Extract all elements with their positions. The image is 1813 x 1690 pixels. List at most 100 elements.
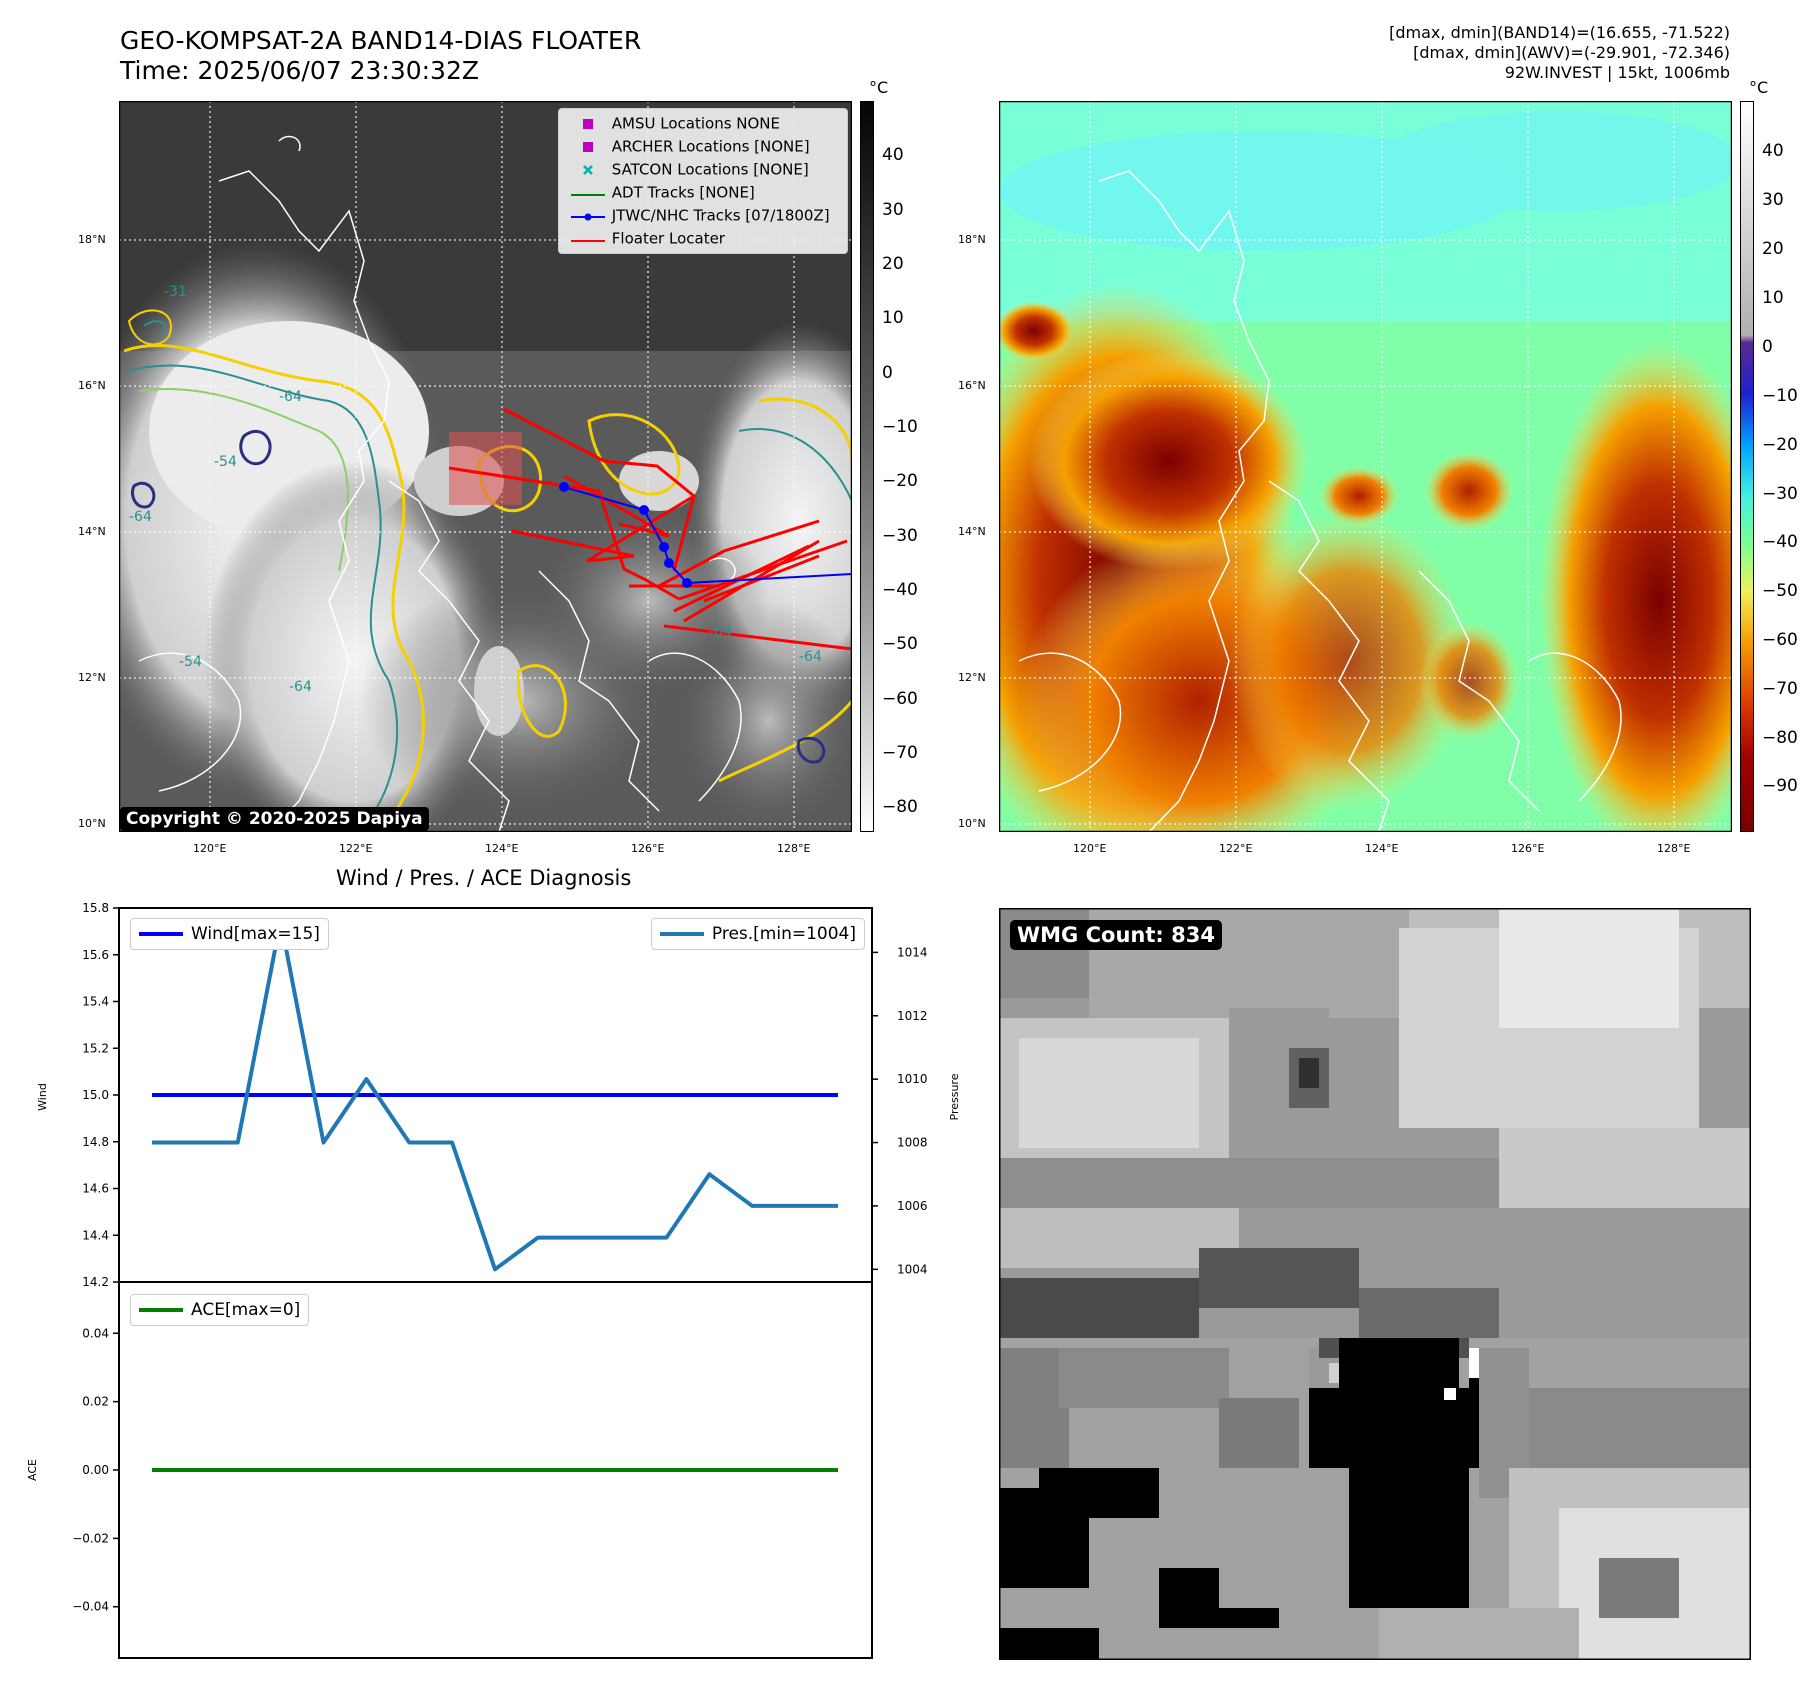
- copyright-badge: Copyright © 2020-2025 Dapiya: [120, 807, 429, 831]
- ir-colorbar-tick: 40: [882, 145, 904, 165]
- line-marker-icon: [569, 182, 607, 204]
- awv-colorbar: [1740, 101, 1754, 832]
- ace-axis-tick-label: 0.02: [82, 1395, 109, 1409]
- lat-label: 18°N: [958, 233, 986, 246]
- awv-colorbar-tick: −90: [1762, 776, 1798, 796]
- lon-label: 122°E: [1219, 842, 1253, 855]
- pressure-axis-label: Pressure: [948, 1073, 960, 1120]
- pressure-axis-tick-label: 1014: [897, 945, 928, 959]
- ir-colorbar-tick: −60: [882, 689, 918, 709]
- ir-colorbar-unit: °C: [869, 78, 889, 97]
- lon-label: 126°E: [631, 842, 665, 855]
- ace-axis-tick-label: 0.04: [82, 1326, 109, 1340]
- contour-label: -31: [164, 284, 187, 300]
- pressure-axis-tick-label: 1004: [897, 1262, 928, 1276]
- contour-label: -54: [179, 654, 202, 670]
- lon-label: 128°E: [1657, 842, 1691, 855]
- storm-info: 92W.INVEST | 15kt, 1006mb: [1504, 63, 1730, 82]
- awv-colorbar-tick: −80: [1762, 728, 1798, 748]
- line-marker-icon: [139, 1308, 183, 1312]
- wind-legend: Wind[max=15]: [130, 918, 329, 950]
- lat-label: 10°N: [78, 817, 106, 830]
- pressure-axis-tick-label: 1010: [897, 1072, 928, 1086]
- x-marker-icon: [569, 159, 607, 181]
- line-marker-icon: [659, 932, 704, 936]
- contour-label: -64: [709, 624, 732, 640]
- diagnosis-chart: 14.2 14.4 14.6 14.8 15.0 15.2 15.4 15.6 15.8 1004…: [26, 901, 960, 1659]
- lat-label: 12°N: [958, 671, 986, 684]
- wind-axis-tick-label: 15.8: [82, 901, 109, 915]
- ace-axis-tick-label: −0.04: [72, 1600, 109, 1614]
- wind-axis-label: Wind: [36, 1083, 49, 1111]
- ir-legend: AMSU Locations NONE ARCHER Locations [NO…: [558, 108, 848, 254]
- awv-colorbar-tick: −10: [1762, 386, 1798, 406]
- line-marker-icon: [139, 932, 183, 936]
- ir-colorbar-tick: −80: [882, 797, 918, 817]
- lon-label: 120°E: [193, 842, 227, 855]
- ir-colorbar-tick: −30: [882, 526, 918, 546]
- legend-entry-floater: Floater Locater: [569, 227, 725, 249]
- legend-entry-satcon: SATCON Locations [NONE]: [569, 158, 809, 180]
- ace-legend: ACE[max=0]: [130, 1294, 310, 1326]
- legend-entry-archer: ARCHER Locations [NONE]: [569, 135, 810, 157]
- lat-label: 16°N: [958, 379, 986, 392]
- awv-colorbar-tick: −60: [1762, 630, 1798, 650]
- wind-axis-tick-label: 15.4: [82, 995, 109, 1009]
- lon-label: 124°E: [485, 842, 519, 855]
- line-dot-marker-icon: [569, 205, 607, 227]
- awv-colorbar-tick: 40: [1762, 141, 1784, 161]
- ace-axis-tick-label: 0.00: [82, 1463, 109, 1477]
- wind-axis-tick-label: 14.2: [82, 1275, 109, 1289]
- contour-label: -64: [279, 389, 302, 405]
- figure-time: Time: 2025/06/07 23:30:32Z: [120, 56, 479, 85]
- ace-axis-label: ACE: [26, 1459, 39, 1481]
- awv-colorbar-tick: −50: [1762, 581, 1798, 601]
- lat-label: 12°N: [78, 671, 106, 684]
- lon-label: 122°E: [339, 842, 373, 855]
- ir-map-panel: -64 -54 -64 -54 -64 -31 -64 -64: [69, 100, 909, 861]
- awv-colorbar-tick: 0: [1762, 337, 1773, 357]
- pressure-axis-tick-label: 1008: [897, 1136, 928, 1150]
- awv-colorbar-tick: 10: [1762, 288, 1784, 308]
- square-marker-icon: [569, 113, 607, 135]
- stats-band14: [dmax, dmin](BAND14)=(16.655, -71.522): [1389, 23, 1730, 42]
- wmg-panel: [998, 907, 1752, 1661]
- ir-map-image: -64 -54 -64 -54 -64 -31 -64 -64: [69, 100, 909, 861]
- lon-label: 128°E: [777, 842, 811, 855]
- ir-colorbar-tick: 30: [882, 200, 904, 220]
- legend-entry-jtwc: JTWC/NHC Tracks [07/1800Z]: [569, 204, 830, 226]
- ir-colorbar-tick: 0: [882, 363, 893, 383]
- legend-entry-amsu: AMSU Locations NONE: [569, 112, 780, 134]
- awv-colorbar-unit: °C: [1749, 78, 1769, 97]
- awv-colorbar-tick: −70: [1762, 679, 1798, 699]
- wind-axis-tick-label: 15.2: [82, 1041, 109, 1055]
- pressure-series-line: [152, 918, 838, 1272]
- square-marker-icon: [569, 136, 607, 158]
- legend-entry-adt: ADT Tracks [NONE]: [569, 181, 755, 203]
- pressure-legend: Pres.[min=1004]: [650, 918, 865, 950]
- wind-axis-tick-label: 14.8: [82, 1135, 109, 1149]
- figure-title: GEO-KOMPSAT-2A BAND14-DIAS FLOATER: [120, 26, 642, 55]
- awv-colorbar-tick: −30: [1762, 484, 1798, 504]
- ir-colorbar-tick: 10: [882, 308, 904, 328]
- awv-colorbar-tick: 30: [1762, 190, 1784, 210]
- ace-axis-tick-label: −0.02: [72, 1531, 109, 1545]
- diagnosis-title: Wind / Pres. / ACE Diagnosis: [336, 866, 632, 890]
- lat-label: 14°N: [78, 525, 106, 538]
- wind-axis-tick-label: 14.4: [82, 1228, 109, 1242]
- pressure-axis-tick-label: 1012: [897, 1009, 928, 1023]
- ir-colorbar-tick: −10: [882, 417, 918, 437]
- ir-colorbar: [860, 101, 874, 832]
- awv-colorbar-tick: 20: [1762, 239, 1784, 259]
- ir-colorbar-tick: −20: [882, 471, 918, 491]
- ir-colorbar-tick: −70: [882, 743, 918, 763]
- lat-label: 18°N: [78, 233, 106, 246]
- ir-colorbar-tick: 20: [882, 254, 904, 274]
- contour-label: -64: [799, 649, 822, 665]
- wind-axis-tick-label: 15.0: [82, 1088, 109, 1102]
- awv-colorbar-tick: −20: [1762, 435, 1798, 455]
- stats-awv: [dmax, dmin](AWV)=(-29.901, -72.346): [1413, 43, 1730, 62]
- ir-colorbar-tick: −40: [882, 580, 918, 600]
- pressure-axis-tick-label: 1006: [897, 1199, 928, 1213]
- contour-label: -64: [129, 509, 152, 525]
